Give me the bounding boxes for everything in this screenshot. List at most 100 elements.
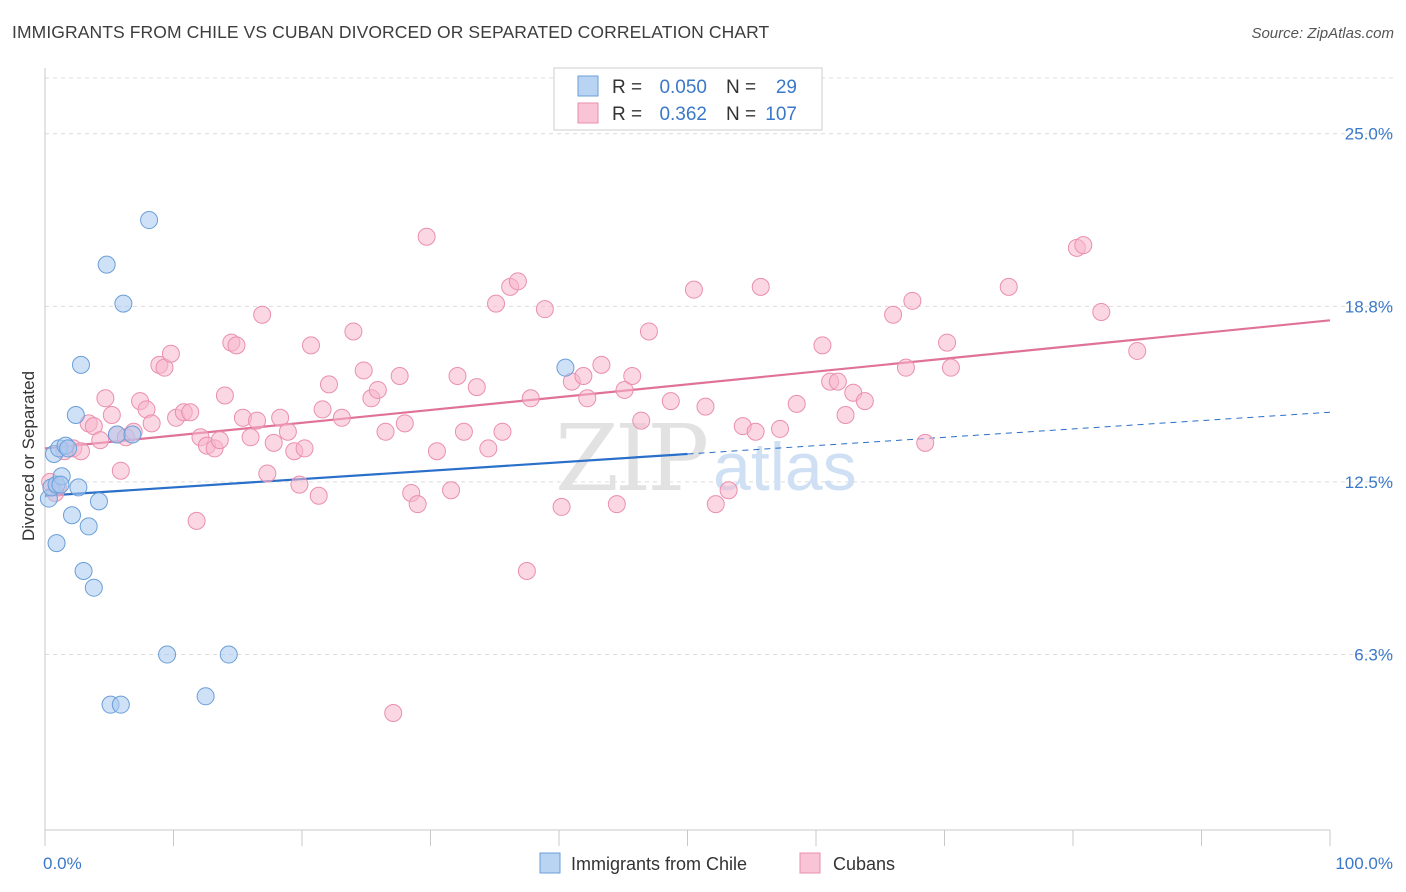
x-tick-label-min: 0.0% [43, 854, 82, 873]
point-chile [219, 645, 238, 664]
point-cubans [771, 419, 790, 438]
point-cubans [574, 367, 593, 386]
y-tick-label: 18.8% [1345, 297, 1393, 316]
point-cubans [96, 389, 115, 408]
point-cubans [941, 358, 960, 377]
point-cubans [264, 433, 283, 452]
point-cubans [615, 380, 634, 399]
point-cubans [521, 389, 540, 408]
point-cubans [319, 375, 338, 394]
point-cubans [535, 300, 554, 319]
legend-r-label: R = [612, 77, 642, 98]
point-cubans [368, 380, 387, 399]
point-cubans [1092, 302, 1111, 321]
point-cubans [661, 392, 680, 411]
series-legend-swatch [799, 852, 821, 874]
point-cubans [448, 367, 467, 386]
series-legend-label: Cubans [833, 854, 895, 874]
y-tick-label: 25.0% [1345, 125, 1393, 144]
point-cubans [746, 422, 765, 441]
point-cubans [102, 406, 121, 425]
series-legend-label: Immigrants from Chile [571, 854, 747, 874]
legend-r-value: 0.362 [659, 104, 707, 125]
point-cubans [592, 355, 611, 374]
point-chile [107, 425, 126, 444]
point-cubans [384, 704, 403, 723]
source-label: Source: ZipAtlas.com [1251, 25, 1394, 42]
point-cubans [344, 322, 363, 341]
series-legend: Immigrants from Chile Cubans [539, 852, 895, 874]
point-cubans [241, 428, 260, 447]
point-cubans [813, 336, 832, 355]
point-chile [84, 578, 103, 597]
legend-r-value: 0.050 [659, 77, 707, 98]
data-points [39, 211, 1147, 723]
point-chile [79, 517, 98, 536]
point-chile [47, 534, 66, 553]
point-cubans [696, 397, 715, 416]
point-cubans [916, 433, 935, 452]
point-cubans [258, 464, 277, 483]
point-cubans [161, 344, 180, 363]
axes [44, 68, 1331, 846]
point-chile [114, 294, 133, 313]
point-chile [97, 255, 116, 274]
point-cubans [181, 403, 200, 422]
point-cubans [187, 511, 206, 530]
point-cubans [313, 400, 332, 419]
point-cubans [623, 367, 642, 386]
point-cubans [751, 277, 770, 296]
point-cubans [427, 442, 446, 461]
point-cubans [417, 227, 436, 246]
trend-line-extension [687, 411, 1331, 455]
point-chile [556, 358, 575, 377]
point-chile [196, 687, 215, 706]
point-cubans [253, 305, 272, 324]
y-tick-label: 12.5% [1345, 473, 1393, 492]
point-cubans [828, 372, 847, 391]
point-cubans [787, 394, 806, 413]
point-cubans [271, 408, 290, 427]
legend-n-label: N = [726, 77, 756, 98]
point-cubans [607, 495, 626, 514]
point-cubans [408, 495, 427, 514]
point-cubans [836, 406, 855, 425]
point-cubans [111, 461, 130, 480]
point-chile [111, 695, 130, 714]
watermark: ZIP atlas [555, 405, 857, 512]
point-cubans [91, 431, 110, 450]
series-legend-swatch [539, 852, 561, 874]
y-tick-labels: 6.3% 12.5% 18.8% 25.0% [1345, 125, 1393, 665]
point-cubans [938, 333, 957, 352]
point-cubans [855, 392, 874, 411]
legend-swatch [577, 102, 599, 124]
point-cubans [903, 291, 922, 310]
point-cubans [309, 486, 328, 505]
legend-n-label: N = [726, 104, 756, 125]
point-cubans [354, 361, 373, 380]
point-cubans [395, 414, 414, 433]
point-cubans [552, 497, 571, 516]
point-chile [74, 561, 93, 580]
point-cubans [896, 358, 915, 377]
point-cubans [454, 422, 473, 441]
x-tick-label-max: 100.0% [1335, 854, 1393, 873]
point-cubans [719, 481, 738, 500]
point-chile [71, 355, 90, 374]
point-cubans [684, 280, 703, 299]
point-chile [66, 406, 85, 425]
point-cubans [508, 272, 527, 291]
point-chile [59, 439, 78, 458]
stats-legend-box [553, 67, 823, 131]
point-chile [62, 506, 81, 525]
point-cubans [278, 422, 297, 441]
point-cubans [706, 495, 725, 514]
point-cubans [295, 439, 314, 458]
point-chile [158, 645, 177, 664]
legend-r-label: R = [612, 104, 642, 125]
point-cubans [1074, 236, 1093, 255]
stats-legend: R = 0.050 N = 29 R = 0.362 N = 107 [553, 67, 823, 131]
point-cubans [248, 411, 267, 430]
point-cubans [517, 561, 536, 580]
